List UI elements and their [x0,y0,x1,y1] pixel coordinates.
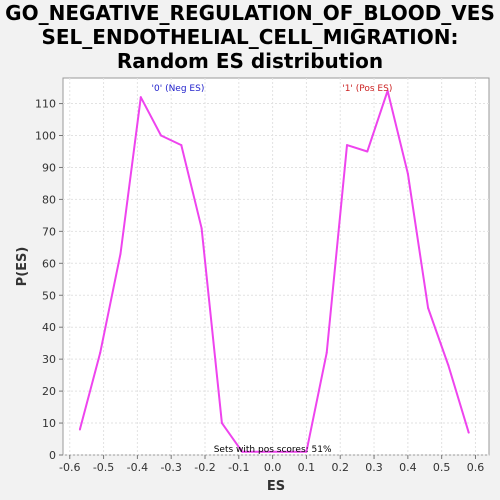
data-point [261,450,264,453]
x-tick-label: -0.3 [160,461,181,474]
x-tick-label: 0.4 [399,461,417,474]
chart-title-line-1: GO_NEGATIVE_REGULATION_OF_BLOOD_VES [5,1,495,25]
y-tick-label: 110 [35,98,56,111]
x-tick-label: -0.1 [228,461,249,474]
y-tick-label: 90 [42,161,56,174]
x-tick-label: -0.6 [59,461,80,474]
annotation-label: Sets with pos scores: 51% [214,445,332,455]
data-point [200,227,203,230]
plot-area [62,77,490,456]
y-tick-label: 80 [42,193,56,206]
x-tick-label: 0.0 [264,461,282,474]
annotation-label: '1' (Pos ES) [342,84,392,94]
y-tick-label: 50 [42,289,56,302]
data-point [467,431,470,434]
y-tick-label: 70 [42,225,56,238]
es-distribution-line [78,89,470,453]
axes: -0.6 -0.5 -0.4 -0.3 -0.2 -0.1 0.0 0.1 0.2 0.3 0.4 0… [35,98,484,474]
y-tick-label: 0 [49,449,56,462]
grid-lines [63,78,489,456]
x-tick-label: 0.6 [467,461,485,474]
y-tick-label: 10 [42,417,56,430]
data-point [119,252,122,255]
x-tick-label: 0.3 [365,461,383,474]
x-tick-label: 0.5 [433,461,451,474]
x-axis-label: ES [267,479,285,494]
y-axis-label: P(ES) [15,247,30,287]
data-point [325,351,328,354]
data-point [160,134,163,137]
y-tick-label: 30 [42,353,56,366]
x-tick-label: -0.4 [127,461,148,474]
y-tick-label: 100 [35,130,56,143]
x-tick-label: 0.1 [298,461,316,474]
data-point [386,89,389,92]
data-point [220,422,223,425]
y-tick-label: 20 [42,385,56,398]
data-point [366,150,369,153]
data-point [180,144,183,147]
y-tick-label: 40 [42,321,56,334]
data-point [281,450,284,453]
chart-title-line-2: SEL_ENDOTHELIAL_CELL_MIGRATION: [41,25,459,49]
data-point [447,364,450,367]
x-tick-label: 0.2 [331,461,349,474]
chart-title-line-3: Random ES distribution [116,49,384,73]
data-point [99,351,102,354]
series-group [78,89,470,453]
annotation-label: '0' (Neg ES) [152,84,205,94]
data-point [241,450,244,453]
x-tick-label: -0.5 [93,461,114,474]
data-point [346,144,348,147]
y-tick-label: 60 [42,257,56,270]
annotations: '0' (Neg ES) '1' (Pos ES) Sets with pos sc… [152,84,393,455]
data-point [305,450,308,453]
x-tick-label: -0.2 [194,461,215,474]
data-point [78,428,81,431]
data-point [139,96,142,99]
data-point [406,172,409,175]
data-point [427,307,430,310]
